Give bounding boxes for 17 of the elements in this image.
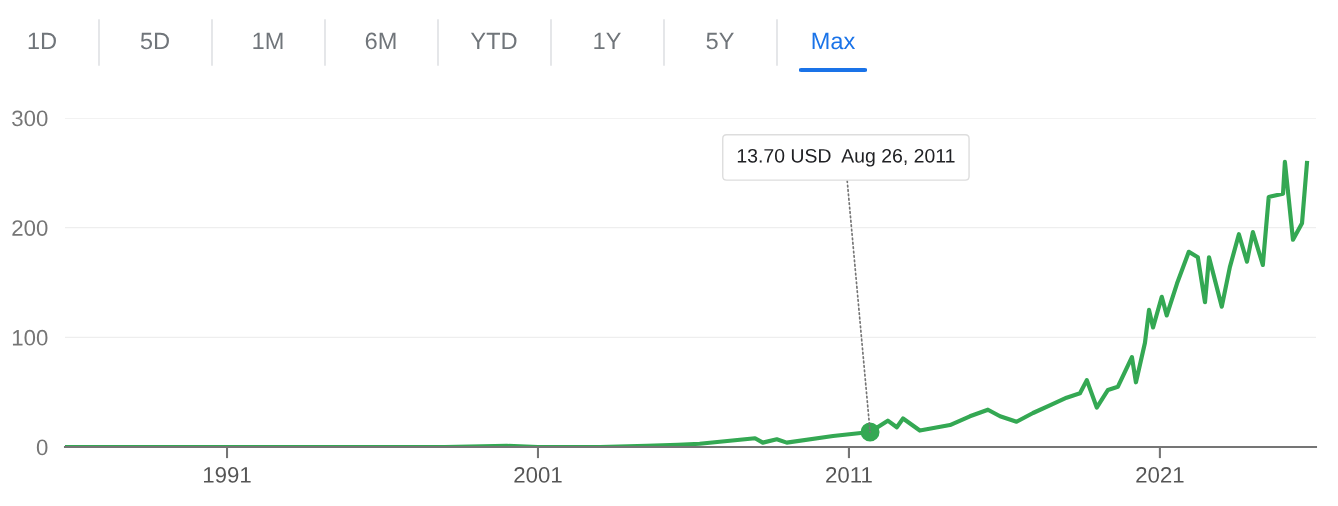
text: 1Y (594, 32, 621, 50)
text: 5D (140, 32, 169, 50)
text: 5Y (706, 32, 734, 50)
y-tick-label: 200 (12, 220, 48, 236)
x-tick-label: 2011 (826, 467, 872, 483)
x-tick-label: 1991 (203, 467, 251, 483)
x-tick-label: 2001 (514, 467, 562, 483)
y-tick-label: 0 (36, 439, 48, 456)
y-tick-label: 100 (12, 329, 48, 346)
text: Max (812, 32, 856, 50)
text: 6M (365, 32, 396, 50)
x-tick-label: 2021 (1136, 467, 1184, 483)
text: 1D (28, 32, 56, 50)
y-tick-label: 300 (12, 110, 48, 127)
annotation: 13.70 USD Aug 26, 2011 (737, 148, 955, 167)
text: 1M (253, 32, 283, 50)
text: YTD (470, 32, 517, 50)
